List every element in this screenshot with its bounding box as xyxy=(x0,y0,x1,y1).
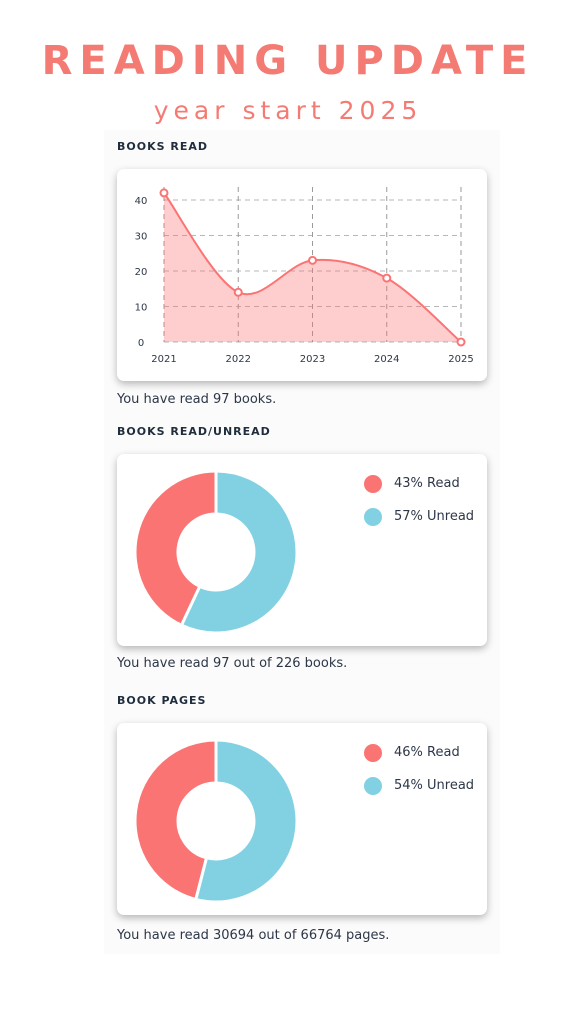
legend-item-unread: 54% Unread xyxy=(364,769,474,802)
x-tick-label: 2021 xyxy=(151,354,176,365)
books-read-heading: BOOKS READ xyxy=(117,140,208,153)
books-read-card: 0 10 20 30 40 2021 2022 2023 2024 2025 xyxy=(117,169,487,381)
data-point-2021 xyxy=(159,188,169,198)
page-subtitle: year start 2025 xyxy=(153,96,423,125)
x-tick-label: 2023 xyxy=(300,354,325,365)
page-title: READING UPDATE xyxy=(41,38,535,84)
donut-slice-unread xyxy=(194,738,299,904)
books-read-unread-donut xyxy=(133,469,299,635)
y-tick-label: 30 xyxy=(135,232,148,243)
y-tick-label: 0 xyxy=(138,338,144,349)
read-swatch xyxy=(364,743,382,762)
books-read-unread-heading: BOOKS READ/UNREAD xyxy=(117,425,271,438)
books-read-unread-card xyxy=(117,454,487,646)
donut-slice-read xyxy=(133,738,218,902)
book-pages-donut xyxy=(133,738,299,904)
legend-item-read: 43% Read xyxy=(364,467,474,500)
y-tick-label: 10 xyxy=(135,303,148,314)
unread-swatch xyxy=(364,776,382,795)
data-point-2022 xyxy=(233,287,243,297)
legend-label-unread: 54% Unread xyxy=(394,778,475,793)
legend-item-unread: 57% Unread xyxy=(364,500,474,533)
data-point-2025 xyxy=(456,337,466,347)
book-pages-heading: BOOK PAGES xyxy=(117,694,207,707)
x-tick-label: 2024 xyxy=(374,354,399,365)
y-tick-label: 20 xyxy=(135,267,148,278)
x-tick-label: 2022 xyxy=(226,354,251,365)
donut-slice-read xyxy=(133,469,218,628)
unread-swatch xyxy=(364,507,382,526)
books-read-caption: You have read 97 books. xyxy=(117,392,277,407)
legend-label-read: 46% Read xyxy=(394,745,460,760)
area-fill xyxy=(164,192,461,342)
books-read-unread-caption: You have read 97 out of 226 books. xyxy=(117,656,348,671)
legend-item-read: 46% Read xyxy=(364,736,474,769)
books-read-line-chart: 0 10 20 30 40 2021 2022 2023 2024 2025 xyxy=(135,187,474,365)
legend-label-read: 43% Read xyxy=(394,476,460,491)
data-point-2024 xyxy=(382,273,392,283)
legend-label-unread: 57% Unread xyxy=(394,509,475,524)
book-pages-legend: 46% Read 54% Unread xyxy=(364,736,474,802)
book-pages-caption: You have read 30694 out of 66764 pages. xyxy=(117,928,390,943)
read-swatch xyxy=(364,474,382,493)
donut-slice-unread xyxy=(179,469,299,635)
x-tick-label: 2025 xyxy=(448,354,473,365)
y-tick-label: 40 xyxy=(135,196,148,207)
books-read-unread-legend: 43% Read 57% Unread xyxy=(364,467,474,533)
book-pages-card xyxy=(117,723,487,915)
data-point-2023 xyxy=(308,255,317,265)
